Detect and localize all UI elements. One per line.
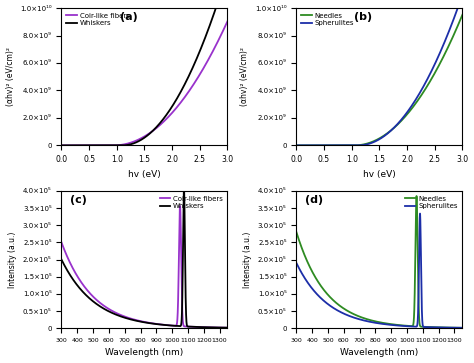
Y-axis label: Intensity (a.u.): Intensity (a.u.) bbox=[9, 231, 18, 288]
Y-axis label: Intensity (a.u.): Intensity (a.u.) bbox=[243, 231, 252, 288]
Legend: Needles, Spherulites: Needles, Spherulites bbox=[403, 194, 459, 211]
X-axis label: Wavelength (nm): Wavelength (nm) bbox=[105, 348, 183, 358]
X-axis label: hv (eV): hv (eV) bbox=[363, 170, 396, 179]
X-axis label: hv (eV): hv (eV) bbox=[128, 170, 161, 179]
Text: (c): (c) bbox=[70, 195, 87, 205]
Text: (a): (a) bbox=[119, 12, 137, 22]
Legend: Needles, Spherulites: Needles, Spherulites bbox=[300, 12, 356, 28]
X-axis label: Wavelength (nm): Wavelength (nm) bbox=[340, 348, 419, 358]
Legend: Coir-like fibers, Whiskers: Coir-like fibers, Whiskers bbox=[158, 194, 224, 211]
Legend: Coir-like fibers, Whiskers: Coir-like fibers, Whiskers bbox=[65, 12, 131, 28]
Text: (d): (d) bbox=[305, 195, 323, 205]
Y-axis label: (αhv)² (eV/cm)²: (αhv)² (eV/cm)² bbox=[6, 47, 15, 106]
Y-axis label: (αhv)² (eV/cm)²: (αhv)² (eV/cm)² bbox=[240, 47, 249, 106]
Text: (b): (b) bbox=[355, 12, 373, 22]
